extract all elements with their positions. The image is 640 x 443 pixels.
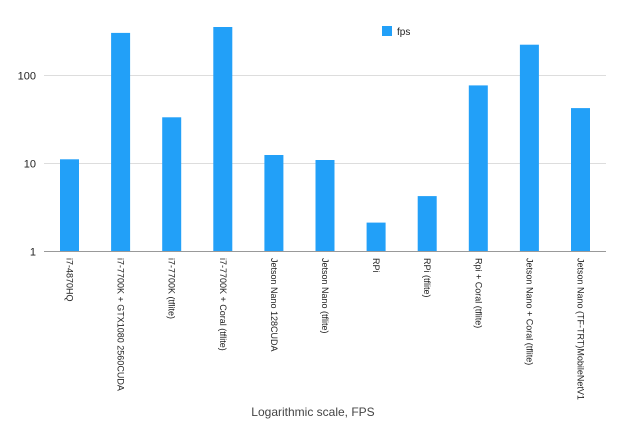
x-tick-label: RPi bbox=[371, 258, 381, 273]
y-tick-label: 1 bbox=[30, 247, 36, 259]
x-tick-label: RPi (tflite) bbox=[422, 258, 432, 298]
bar bbox=[366, 222, 386, 251]
bar bbox=[111, 32, 131, 252]
x-tick-label: i7-4870HQ bbox=[65, 258, 75, 302]
x-tick-label: Jetson Nano (tflite) bbox=[320, 258, 330, 334]
x-tick-label: Jetson Nano + Coral (tflite) bbox=[524, 258, 534, 365]
axis-layer: 1 10 100 i7-4870HQ i7-7700K + GTX1080 2560CU… bbox=[18, 71, 586, 400]
bar bbox=[417, 196, 437, 251]
bar bbox=[264, 155, 284, 251]
y-tick-label: 10 bbox=[24, 159, 36, 171]
legend: fps bbox=[382, 26, 410, 38]
x-tick-label: Rpi + Coral (tflite) bbox=[473, 258, 483, 328]
x-tick-label: Jetson Nano (TF-TRT)MobileNetV1 bbox=[576, 258, 586, 400]
x-tick-label: i7-7700K (tflite) bbox=[167, 258, 177, 319]
bar bbox=[60, 159, 79, 251]
bar bbox=[213, 27, 233, 251]
x-axis-title: Logarithmic scale, FPS bbox=[251, 405, 374, 419]
bar bbox=[468, 85, 488, 252]
bar bbox=[162, 117, 182, 251]
bar bbox=[315, 160, 335, 251]
legend-swatch bbox=[382, 26, 392, 36]
legend-label: fps bbox=[397, 27, 410, 38]
x-tick-label: Jetson Nano 128CUDA bbox=[269, 258, 279, 352]
bar bbox=[571, 108, 590, 251]
bar bbox=[519, 44, 539, 252]
y-tick-label: 100 bbox=[18, 71, 36, 83]
x-tick-label: i7-7700K + Coral (tflite) bbox=[218, 258, 228, 351]
x-tick-label: i7-7700K + GTX1080 2560CUDA bbox=[116, 258, 126, 391]
bar-layer bbox=[60, 27, 590, 252]
